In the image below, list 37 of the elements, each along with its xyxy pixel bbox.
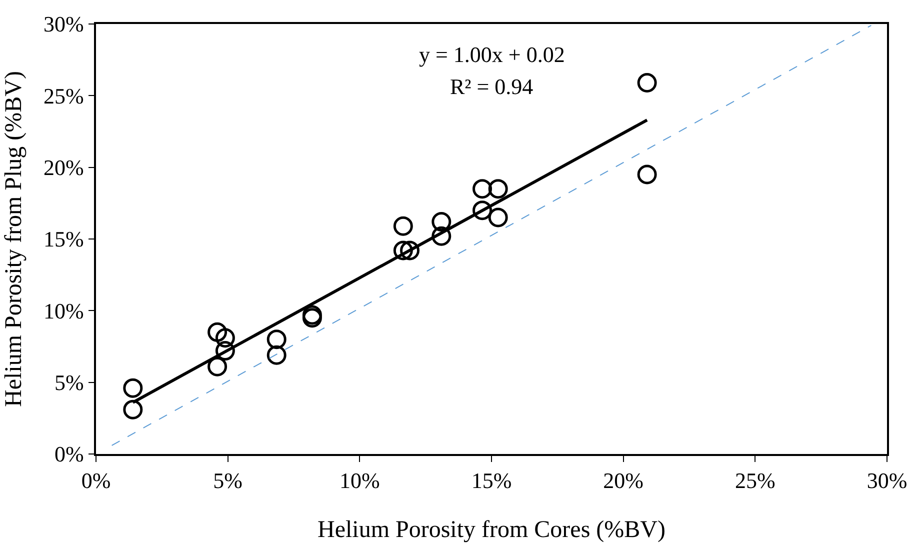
point: [393, 216, 413, 236]
y-tick-label: 25%: [44, 83, 84, 108]
point: [488, 179, 508, 199]
y-tick-label: 0%: [54, 442, 84, 467]
x-tick-label: 25%: [735, 468, 776, 494]
point: [432, 212, 452, 232]
point: [123, 400, 143, 420]
y-axis-title: Helium Porosity from Plug (%BV): [1, 71, 28, 407]
point: [393, 240, 413, 260]
x-tick-label: 0%: [81, 468, 111, 494]
point: [637, 73, 657, 93]
x-tick-label: 15%: [471, 468, 512, 494]
point: [637, 164, 657, 184]
point: [123, 378, 143, 398]
x-axis-title: Helium Porosity from Cores (%BV): [318, 516, 666, 543]
point: [266, 330, 286, 350]
y-tick-label: 15%: [44, 226, 84, 252]
x-tick-label: 30%: [866, 468, 908, 494]
y-tick-label: 5%: [54, 370, 84, 396]
point: [488, 208, 508, 228]
y-tick-label: 10%: [44, 298, 84, 324]
point: [208, 322, 228, 342]
point: [432, 226, 452, 246]
y-tick-label: 20%: [44, 155, 84, 180]
point: [266, 345, 286, 365]
point: [215, 328, 235, 348]
y-tick-label: 30%: [44, 12, 84, 37]
annotation: y = 1.00x + 0.02: [419, 42, 565, 67]
x-tick-label: 5%: [213, 468, 242, 494]
x-tick-label: 10%: [340, 468, 380, 494]
point: [208, 356, 228, 376]
x-tick-label: 20%: [603, 468, 644, 494]
point: [400, 240, 420, 260]
point: [472, 200, 492, 220]
point: [472, 179, 492, 199]
annotation: R² = 0.94: [450, 74, 534, 99]
point: [215, 341, 235, 361]
